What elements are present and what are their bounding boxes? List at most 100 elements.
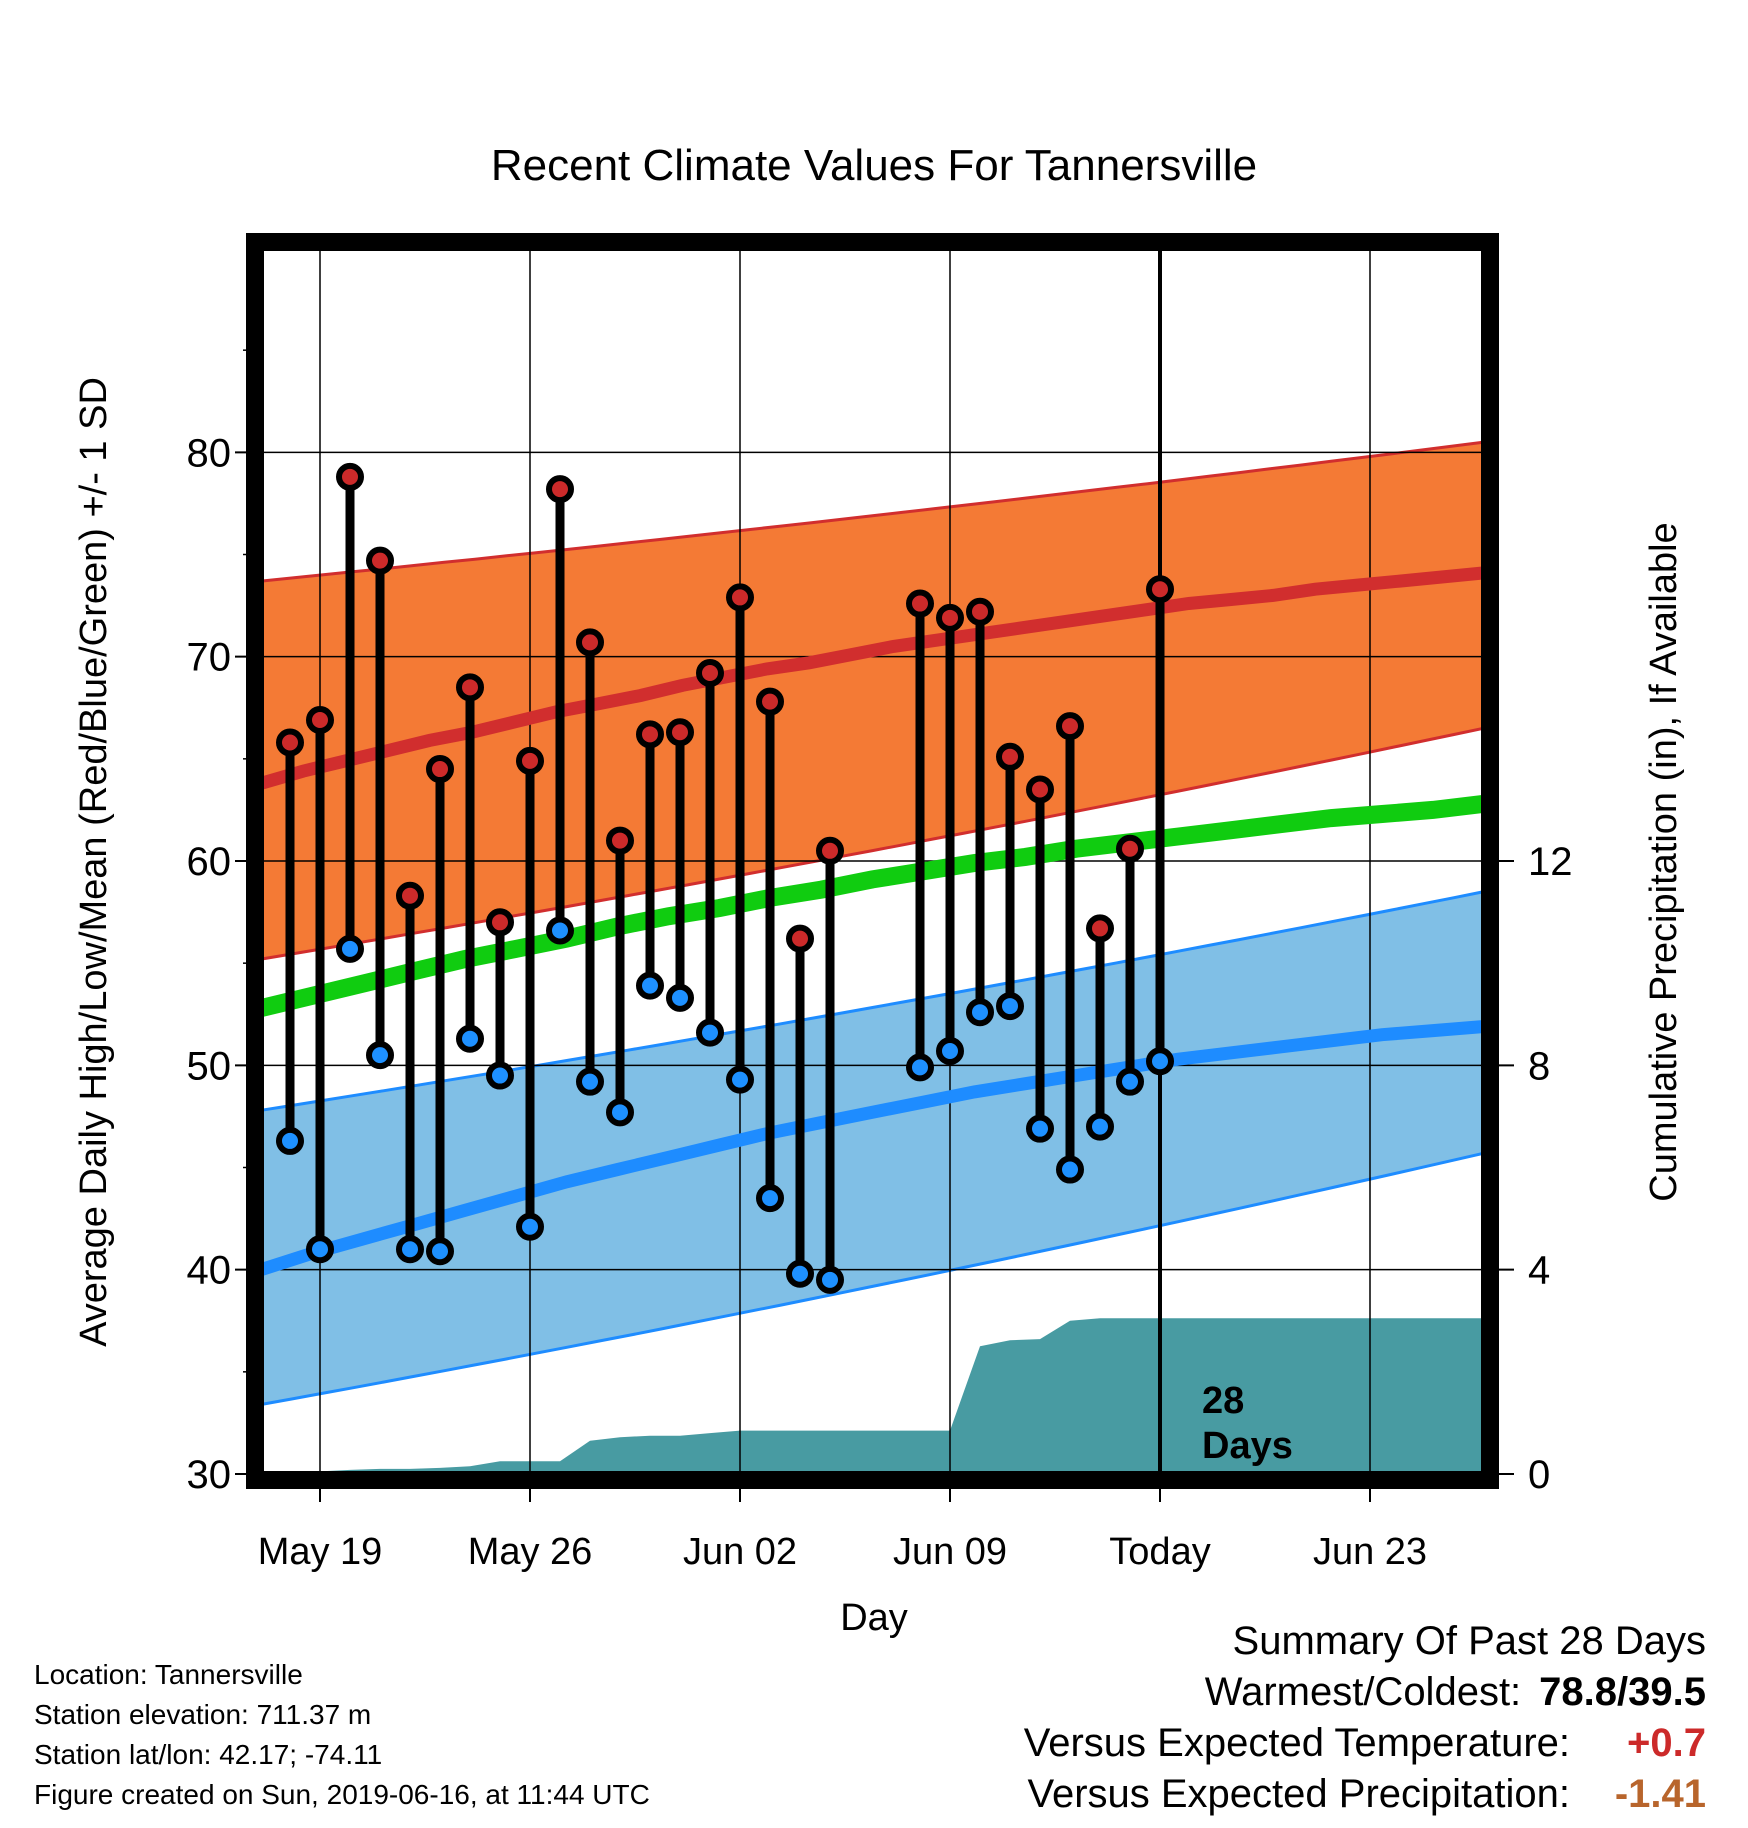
low-point: [516, 1212, 544, 1241]
x-axis-label: Day: [840, 1597, 908, 1639]
y2-tick-label: 0: [1528, 1453, 1550, 1497]
x-tick-label: Jun 09: [893, 1531, 1007, 1573]
y-tick-label: 30: [187, 1453, 232, 1497]
summary-precip: Versus Expected Precipitation: -1.41: [1024, 1769, 1706, 1820]
low-point: [456, 1024, 484, 1053]
normal-mean-line: [258, 794, 1486, 1017]
normal-low-line: [259, 1020, 1485, 1276]
high-point: [696, 659, 724, 688]
precipitation-area: [290, 1318, 1484, 1474]
station-info: Location: Tannersville Station elevation…: [34, 1655, 650, 1815]
low-point: [1146, 1047, 1174, 1076]
low-point: [696, 1018, 724, 1047]
chart-title: Recent Climate Values For Tannersville: [491, 141, 1257, 190]
high-point: [666, 718, 694, 747]
plot-area: 30 40 50 60 70 80 0 4 8 12 May 19 May 26 Jun 02 Jun 0…: [187, 233, 1573, 1573]
high-point: [966, 597, 994, 626]
low-point: [1086, 1112, 1114, 1141]
high-point: [276, 728, 304, 757]
high-point: [486, 908, 514, 937]
precip-label: Versus Expected Precipitation:: [1027, 1772, 1570, 1816]
summary-warm-cold: Warmest/Coldest: 78.8/39.5: [1024, 1667, 1706, 1718]
high-point: [426, 755, 454, 784]
x-tick-label: May 26: [468, 1531, 593, 1573]
high-point: [396, 881, 424, 910]
y2-tick-label: 8: [1528, 1044, 1550, 1088]
high-point: [546, 475, 574, 504]
low-point: [1116, 1067, 1144, 1096]
high-point: [576, 628, 604, 657]
low-point: [726, 1065, 754, 1094]
low-point: [606, 1098, 634, 1127]
high-point: [816, 836, 844, 865]
x-axis: May 19 May 26 Jun 02 Jun 09 Today Jun 23: [258, 1480, 1427, 1573]
low-point: [966, 998, 994, 1027]
today-days-count: 28: [1202, 1380, 1244, 1422]
y-tick-label: 40: [187, 1249, 232, 1293]
high-point: [606, 826, 634, 855]
high-point: [1116, 834, 1144, 863]
y-tick-label: 60: [187, 840, 232, 884]
low-point: [576, 1067, 604, 1096]
low-point: [786, 1259, 814, 1288]
figure-created: Figure created on Sun, 2019-06-16, at 11…: [34, 1779, 650, 1810]
high-point: [906, 589, 934, 618]
y-tick-label: 80: [187, 431, 232, 475]
low-point: [636, 971, 664, 1000]
high-point: [1026, 775, 1054, 804]
low-sd-band: [261, 891, 1484, 1405]
high-point: [516, 746, 544, 775]
temp-label: Versus Expected Temperature:: [1023, 1721, 1570, 1765]
x-tick-label: Today: [1109, 1531, 1210, 1573]
low-point: [306, 1235, 334, 1264]
low-point: [936, 1037, 964, 1066]
high-point: [1086, 914, 1114, 943]
warm-cold-label: Warmest/Coldest:: [1204, 1670, 1522, 1714]
normal-high-line: [259, 566, 1485, 790]
temp-value: +0.7: [1627, 1721, 1706, 1765]
high-point: [366, 546, 394, 575]
station-location: Location: Tannersville: [34, 1659, 303, 1690]
warm-cold-value: 78.8/39.5: [1539, 1670, 1706, 1714]
x-tick-label: Jun 23: [1313, 1531, 1427, 1573]
summary-temp: Versus Expected Temperature: +0.7: [1024, 1718, 1706, 1769]
low-point: [756, 1184, 784, 1213]
high-point: [726, 583, 754, 612]
low-sd-upper-line: [260, 890, 1485, 1112]
low-point: [336, 934, 364, 963]
today-days-label: Days: [1202, 1425, 1293, 1467]
low-point: [906, 1053, 934, 1082]
y-axis-label: Average Daily High/Low/Mean (Red/Blue/Gr…: [73, 377, 115, 1347]
high-point: [456, 673, 484, 702]
right-axis: 0 4 8 12: [1490, 840, 1573, 1497]
station-elevation: Station elevation: 711.37 m: [34, 1699, 372, 1730]
low-point: [486, 1061, 514, 1090]
high-point: [636, 720, 664, 749]
high-sd-band: [261, 442, 1484, 960]
high-point: [786, 924, 814, 953]
station-latlon: Station lat/lon: 42.17; -74.11: [34, 1739, 383, 1770]
observed-days: [276, 462, 1174, 1294]
low-point: [396, 1235, 424, 1264]
y2-tick-label: 4: [1528, 1249, 1550, 1293]
summary-heading: Summary Of Past 28 Days: [1232, 1619, 1706, 1663]
low-point: [816, 1265, 844, 1294]
high-point: [936, 603, 964, 632]
low-point: [996, 992, 1024, 1021]
y2-tick-label: 12: [1528, 840, 1573, 884]
low-point: [426, 1237, 454, 1266]
low-sd-lower-line: [260, 1151, 1485, 1406]
summary-panel: Summary Of Past 28 Days Warmest/Coldest:…: [1024, 1616, 1706, 1820]
x-tick-label: May 19: [258, 1531, 383, 1573]
high-point: [1056, 712, 1084, 741]
low-point: [1056, 1155, 1084, 1184]
low-point: [1026, 1114, 1054, 1143]
high-point: [996, 742, 1024, 771]
high-point: [306, 706, 334, 735]
y-tick-label: 50: [187, 1044, 232, 1088]
high-point: [756, 687, 784, 716]
low-point: [276, 1126, 304, 1155]
low-point: [366, 1041, 394, 1070]
high-point: [1146, 575, 1174, 604]
low-point: [546, 916, 574, 945]
